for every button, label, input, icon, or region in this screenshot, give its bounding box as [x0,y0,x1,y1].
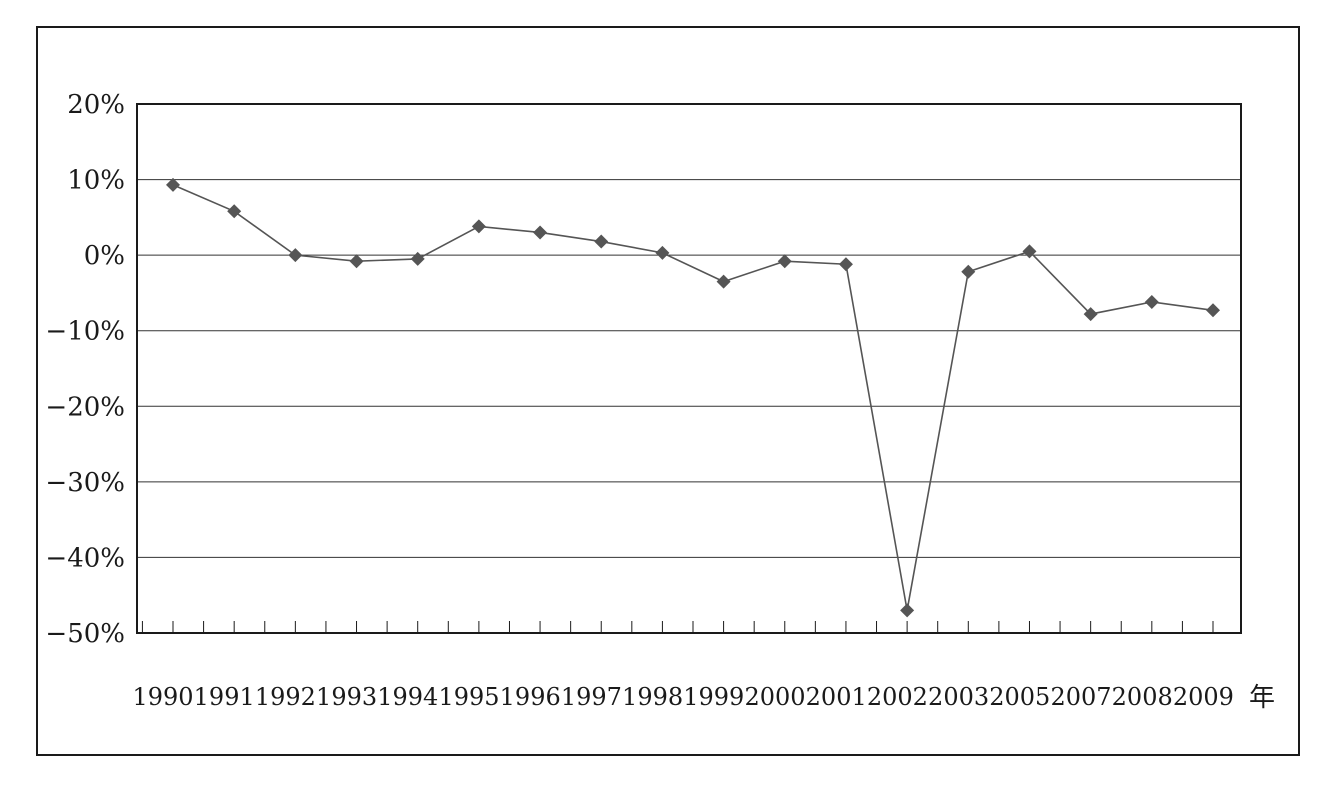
data-point-marker [961,264,976,279]
data-point-marker [1206,303,1220,318]
x-tick-label: 1996 [500,683,561,711]
x-tick-label: 1991 [194,683,255,711]
data-point-marker [166,177,180,192]
x-tick-label: 1994 [377,683,438,711]
data-point-marker [227,204,242,219]
data-point-marker [471,219,486,234]
y-tick-label: −10% [45,317,125,347]
x-tick-label: 1998 [622,683,683,711]
x-tick-label: 2007 [1050,683,1111,711]
data-point-marker [533,225,548,240]
x-tick-label: 1999 [683,683,744,711]
data-point-marker [1083,307,1098,322]
y-tick-label: −20% [45,392,125,422]
data-point-marker [716,274,731,289]
x-tick-label: 1990 [132,683,193,711]
y-tick-label: −50% [45,619,125,649]
x-tick-label: 2000 [744,683,805,711]
data-point-marker [838,257,853,272]
y-tick-label: 20% [67,90,125,120]
data-point-marker [655,245,670,260]
x-tick-label: 1995 [438,683,499,711]
data-point-marker [900,603,915,618]
y-tick-label: −40% [45,543,125,573]
data-point-marker [1144,294,1159,309]
data-point-marker [1022,244,1037,259]
chart-frame [36,26,1300,756]
x-tick-label: 2009 [1173,683,1234,711]
gridlines [137,179,1241,558]
x-tick-label: 2001 [806,683,867,711]
y-tick-label: 10% [67,166,125,196]
x-tick-label: 1992 [255,683,316,711]
data-point-marker [288,248,303,263]
x-tick-label: 1993 [316,683,377,711]
x-axis-ticks: 1990 1991 1992 1993 1994 1995 1996 1997 1998 1999… [132,621,1234,711]
data-point-marker [410,251,425,266]
data-point-marker [777,254,792,269]
y-tick-label: 0% [84,241,125,271]
plot-area [136,103,1242,634]
x-axis-unit-label: 年 [1249,683,1275,713]
y-tick-label: −30% [45,468,125,498]
data-point-marker [594,234,609,249]
series-line [172,184,1214,611]
x-tick-label: 2005 [989,683,1050,711]
x-tick-label: 2003 [928,683,989,711]
x-tick-label: 1997 [561,683,622,711]
data-point-marker [349,254,364,269]
x-tick-label: 2008 [1112,683,1173,711]
y-axis-tick-labels: 20% 10% 0% −10% −20% −30% −40% −50% [45,90,125,649]
data-markers [166,177,1220,618]
x-tick-label: 2002 [867,683,928,711]
